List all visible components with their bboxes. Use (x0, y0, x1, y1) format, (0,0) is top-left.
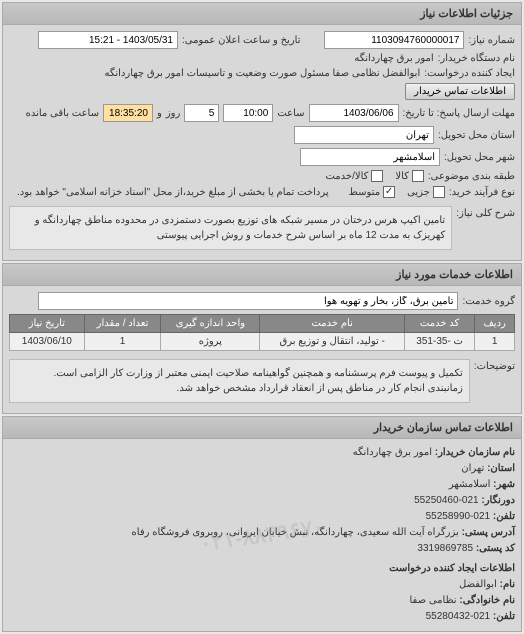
contact-line-5: آدرس پستی: بزرگراه آیت الله سعیدی، چهارد… (9, 525, 515, 541)
row-province: استان محل تحویل: (9, 126, 515, 144)
need-number-input[interactable] (324, 31, 464, 49)
deadline-and: و (157, 108, 162, 119)
th-0: ردیف (475, 315, 515, 333)
contact-panel: اطلاعات تماس سازمان خریدار ۰۲۱-۸۸۴۹۶۷۰ ن… (2, 416, 522, 632)
th-1: کد خدمت (404, 315, 474, 333)
budget-type-label: طبقه بندی موضوعی: (428, 171, 515, 182)
row-need-desc: شرح کلی نیاز: تامین اکیپ هرس درختان در م… (9, 202, 515, 250)
main-panel: جزئیات اطلاعات نیاز شماره نیاز: تاریخ و … (2, 2, 522, 261)
notes-box: تکمیل و پیوست فرم پرسشنامه و همچنین گواه… (9, 359, 470, 403)
row-process-type: نوع فرآیند خرید: جزیی متوسط پرداخت تمام … (9, 186, 515, 198)
need-number-label: شماره نیاز: (468, 35, 515, 46)
checkbox-icon (412, 170, 424, 182)
table-header-row: ردیف کد خدمت نام خدمت واحد اندازه گیری ت… (10, 315, 515, 333)
notes-label: توضیحات: (474, 355, 515, 372)
row-city: شهر محل تحویل: (9, 148, 515, 166)
th-3: واحد اندازه گیری (161, 315, 260, 333)
table-row: 1 ت -35-351 - تولید، انتقال و توزیع برق … (10, 333, 515, 351)
row-deadline: مهلت ارسال پاسخ: تا تاریخ: ساعت روز و سا… (9, 104, 515, 122)
deadline-time-input[interactable] (223, 104, 273, 122)
process-option-1-label: متوسط (349, 187, 380, 198)
row-notes: توضیحات: تکمیل و پیوست فرم پرسشنامه و هم… (9, 355, 515, 403)
row-creator: ایجاد کننده درخواست: ابوالفضل نظامی صفا … (9, 68, 515, 100)
creator-line-0: نام: ابوالفضل (9, 577, 515, 593)
td-5: 1403/06/10 (10, 333, 85, 351)
contact-line-2: شهر: اسلامشهر (9, 477, 515, 493)
deadline-day-label: روز (166, 108, 181, 119)
deadline-label: مهلت ارسال پاسخ: تا تاریخ: (403, 108, 515, 119)
services-panel: اطلاعات خدمات مورد نیاز گروه خدمت: ردیف … (2, 263, 522, 414)
td-0: 1 (475, 333, 515, 351)
budget-option-1[interactable]: کالا/خدمت (325, 170, 383, 182)
th-2: نام خدمت (260, 315, 405, 333)
province-label: استان محل تحویل: (438, 130, 515, 141)
process-note: پرداخت تمام یا بخشی از مبلغ خرید،از محل … (17, 187, 329, 198)
td-3: پروژه (161, 333, 260, 351)
budget-option-1-label: کالا/خدمت (325, 171, 368, 182)
service-group-label: گروه خدمت: (462, 296, 515, 307)
contact-info-button[interactable]: اطلاعات تماس خریدار (405, 83, 515, 100)
creator-value: ابوالفضل نظامی صفا مسئول صورت وضعیت و تا… (104, 68, 420, 79)
creator-line-1: نام خانوادگی: نظامی صفا (9, 593, 515, 609)
budget-option-0[interactable]: کالا (395, 170, 424, 182)
process-type-label: نوع فرآیند خرید: (449, 187, 515, 198)
row-budget-type: طبقه بندی موضوعی: کالا کالا/خدمت (9, 170, 515, 182)
th-5: تاریخ نیاز (10, 315, 85, 333)
process-option-0-label: جزیی (407, 187, 430, 198)
deadline-remain-input[interactable] (103, 104, 153, 122)
main-panel-body: شماره نیاز: تاریخ و ساعت اعلان عمومی: نا… (3, 25, 521, 260)
main-panel-title: جزئیات اطلاعات نیاز (3, 3, 521, 25)
need-desc-label: شرح کلی نیاز: (456, 202, 515, 219)
creator-label: ایجاد کننده درخواست: (424, 68, 515, 79)
public-date-label: تاریخ و ساعت اعلان عمومی: (182, 35, 301, 46)
city-input[interactable] (300, 148, 440, 166)
contact-line-0: نام سازمان خریدار: امور برق چهاردانگه (9, 445, 515, 461)
contact-line-6: کد پستی: 3319869785 (9, 541, 515, 557)
services-panel-body: گروه خدمت: ردیف کد خدمت نام خدمت واحد ان… (3, 286, 521, 413)
deadline-remain-label: ساعت باقی مانده (26, 108, 99, 119)
province-input[interactable] (294, 126, 434, 144)
creator-section-title: اطلاعات ایجاد کننده درخواست (9, 561, 515, 577)
services-panel-title: اطلاعات خدمات مورد نیاز (3, 264, 521, 286)
process-option-0[interactable]: جزیی (407, 186, 445, 198)
td-4: 1 (84, 333, 161, 351)
td-2: - تولید، انتقال و توزیع برق (260, 333, 405, 351)
budget-option-0-label: کالا (395, 171, 409, 182)
creator-line-2: تلفن: 021-55280432 (9, 609, 515, 625)
need-desc-box: تامین اکیپ هرس درختان در مسیر شبکه های ت… (9, 206, 452, 250)
contact-line-3: دورنگار: 021-55250460 (9, 493, 515, 509)
services-table: ردیف کد خدمت نام خدمت واحد اندازه گیری ت… (9, 314, 515, 351)
checkbox-icon (433, 186, 445, 198)
th-4: تعداد / مقدار (84, 315, 161, 333)
row-need-number: شماره نیاز: تاریخ و ساعت اعلان عمومی: (9, 31, 515, 49)
service-group-input[interactable] (38, 292, 458, 310)
buyer-org-value: امور برق چهاردانگه (354, 53, 433, 64)
contact-line-1: استان: تهران (9, 461, 515, 477)
city-label: شهر محل تحویل: (444, 152, 515, 163)
row-service-group: گروه خدمت: (9, 292, 515, 310)
contact-line-4: تلفن: 021-55258990 (9, 509, 515, 525)
public-date-input[interactable] (38, 31, 178, 49)
contact-panel-body: ۰۲۱-۸۸۴۹۶۷۰ نام سازمان خریدار: امور برق … (3, 439, 521, 631)
contact-panel-title: اطلاعات تماس سازمان خریدار (3, 417, 521, 439)
checkbox-icon (383, 186, 395, 198)
td-1: ت -35-351 (404, 333, 474, 351)
deadline-time-label: ساعت (277, 108, 304, 119)
buyer-org-label: نام دستگاه خریدار: (438, 53, 515, 64)
checkbox-icon (371, 170, 383, 182)
deadline-day-input[interactable] (184, 104, 219, 122)
row-buyer-org: نام دستگاه خریدار: امور برق چهاردانگه (9, 53, 515, 64)
deadline-date-input[interactable] (309, 104, 399, 122)
process-option-1[interactable]: متوسط (349, 186, 395, 198)
